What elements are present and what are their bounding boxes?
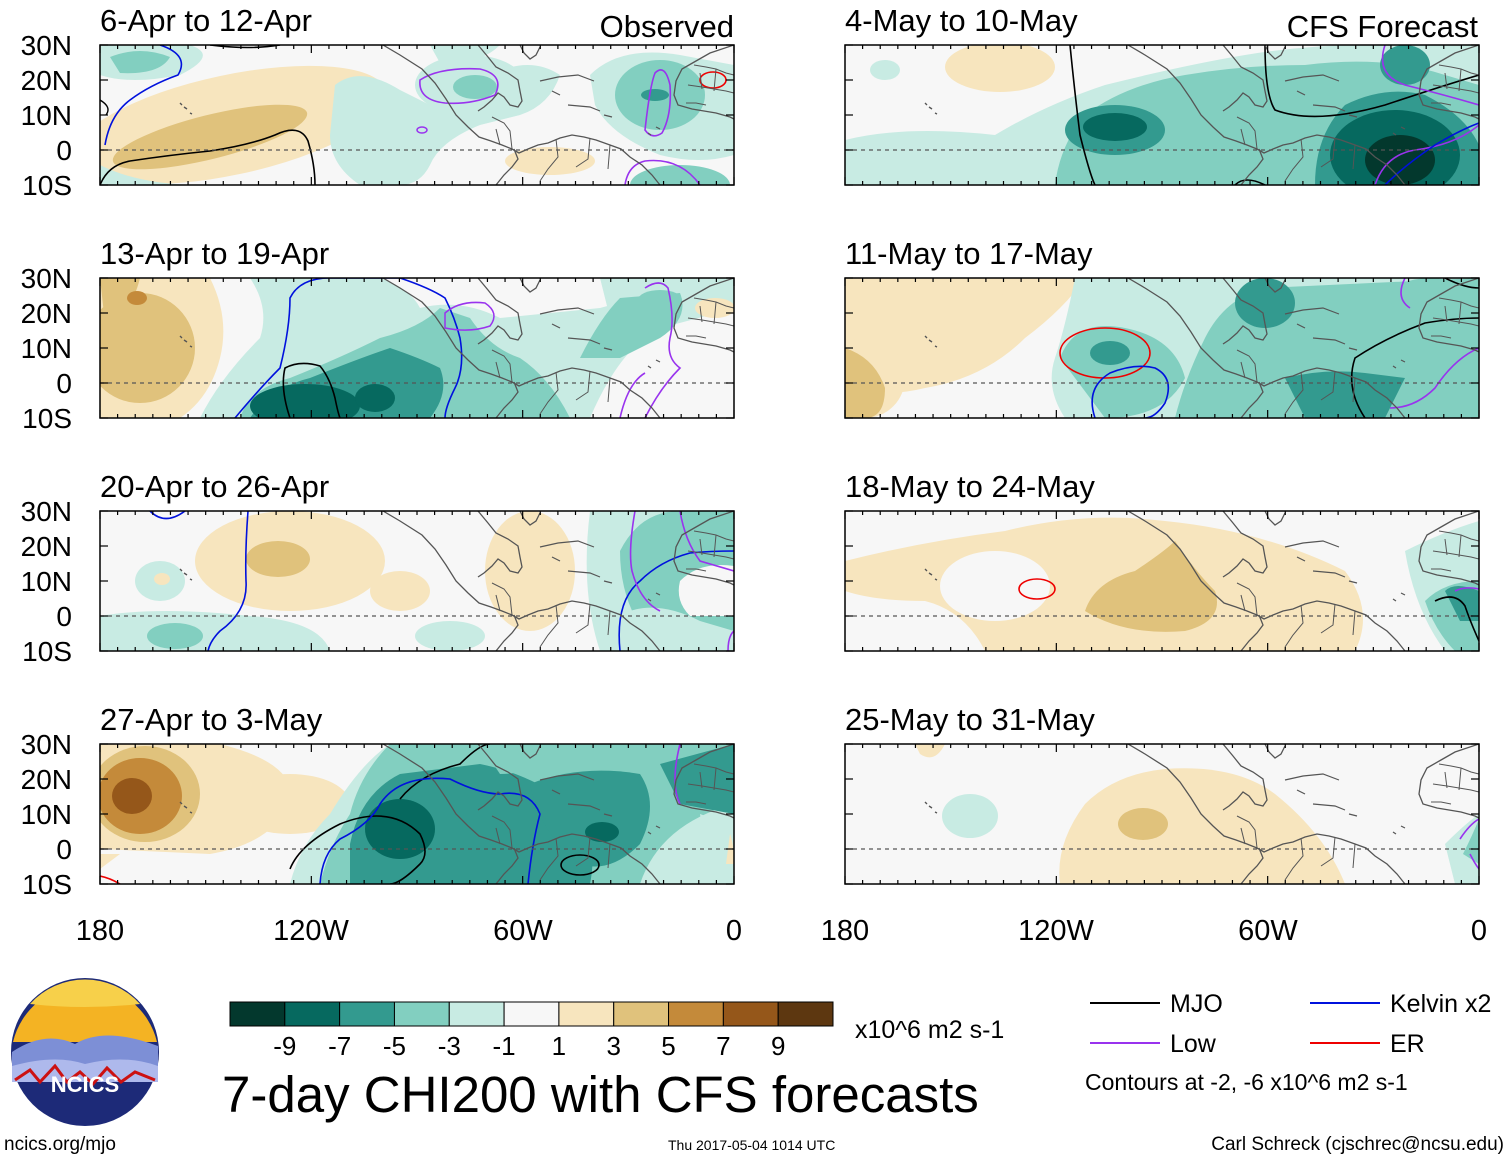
legend-mjo-label: MJO (1170, 990, 1223, 1018)
panel-forecast-1 (844, 44, 1480, 186)
colorbar-label: -9 (273, 1031, 296, 1061)
panel-title-forecast-3: 18-May to 24-May (845, 469, 1095, 504)
colorbar-swatch (558, 1001, 615, 1027)
panel-observed-4 (99, 743, 735, 885)
colorbar-label: -3 (438, 1031, 461, 1061)
lat-label: 30N (21, 496, 72, 527)
colorbar-label: -1 (493, 1031, 516, 1061)
lon-label: 180 (76, 915, 124, 947)
panel-forecast-4 (844, 743, 1480, 885)
colorbar-label: 1 (552, 1031, 566, 1061)
panel-forecast-3 (844, 510, 1480, 652)
colorbar-swatch (229, 1001, 286, 1027)
footer-url[interactable]: ncics.org/mjo (4, 1134, 116, 1155)
lon-label: 120W (1018, 915, 1094, 947)
panel-title-forecast-2: 11-May to 17-May (845, 236, 1093, 271)
forecast-label: CFS Forecast (1287, 9, 1479, 44)
lat-label: 0 (56, 834, 72, 865)
lat-label: 20N (21, 298, 72, 329)
lat-label: 20N (21, 65, 72, 96)
lon-label: 0 (1471, 915, 1487, 947)
colorbar-swatch (613, 1001, 670, 1027)
colorbar-label: -7 (328, 1031, 351, 1061)
lat-label: 0 (56, 135, 72, 166)
colorbar-label: 3 (606, 1031, 620, 1061)
legend-low-label: Low (1170, 1030, 1217, 1058)
lon-label: 0 (726, 915, 742, 947)
colorbar-label: 5 (661, 1031, 675, 1061)
lon-label: 180 (821, 915, 869, 947)
colorbar-units: x10^6 m2 s-1 (855, 1016, 1004, 1044)
lat-label: 10N (21, 333, 72, 364)
colorbar-swatch (722, 1001, 779, 1027)
colorbar-label: 9 (771, 1031, 785, 1061)
figure-title: 7-day CHI200 with CFS forecasts (222, 1066, 979, 1123)
legend-er-label: ER (1390, 1030, 1425, 1058)
panel-title-forecast-4: 25-May to 31-May (845, 702, 1095, 737)
footer-timestamp: Thu 2017-05-04 1014 UTC (668, 1137, 835, 1153)
panel-observed-2 (99, 277, 735, 419)
lat-label: 0 (56, 601, 72, 632)
lon-label: 60W (1238, 915, 1298, 947)
footer-credit: Carl Schreck (cjschrec@ncsu.edu) (1211, 1134, 1504, 1155)
lat-label: 20N (21, 531, 72, 562)
panel-observed-3 (99, 510, 735, 652)
panel-title-observed-4: 27-Apr to 3-May (100, 702, 323, 737)
panel-title-observed-3: 20-Apr to 26-Apr (100, 469, 329, 504)
lat-label: 30N (21, 30, 72, 61)
lat-label: 20N (21, 764, 72, 795)
panel-title-forecast-1: 4-May to 10-May (845, 3, 1078, 38)
colorbar-swatch (284, 1001, 341, 1027)
colorbar-swatch (503, 1001, 560, 1027)
lon-label: 60W (493, 915, 553, 947)
observed-label: Observed (600, 9, 734, 44)
panel-title-observed-1: 6-Apr to 12-Apr (100, 3, 312, 38)
logo-text: NCICS (51, 1072, 119, 1097)
lat-label: 30N (21, 729, 72, 760)
colorbar-swatch (668, 1001, 724, 1027)
lat-label: 10N (21, 799, 72, 830)
panel-title-observed-2: 13-Apr to 19-Apr (100, 236, 329, 271)
lat-label: 10S (22, 403, 72, 434)
panel-observed-1 (99, 44, 735, 186)
lat-label: 0 (56, 368, 72, 399)
lat-label: 10S (22, 636, 72, 667)
map-axes: 30N 20N 10N 0 10S 30N 20N 10N 0 10S 30N 20N 10N 0 10S 3… (21, 30, 1487, 947)
colorbar-label: -5 (383, 1031, 406, 1061)
lat-label: 10N (21, 100, 72, 131)
lat-label: 10N (21, 566, 72, 597)
lat-label: 10S (22, 170, 72, 201)
panel-forecast-2 (844, 277, 1480, 419)
lat-label: 30N (21, 263, 72, 294)
colorbar: -9 -7 -5 -3 -1 1 3 5 7 9 (229, 1001, 834, 1061)
colorbar-swatch (448, 1001, 505, 1027)
ncics-logo: NCICS (11, 978, 159, 1126)
legend-kelvin-label: Kelvin x2 (1390, 990, 1491, 1018)
colorbar-swatch (393, 1001, 450, 1027)
colorbar-label: 7 (716, 1031, 730, 1061)
colorbar-swatch (339, 1001, 395, 1027)
legend-contour-note: Contours at -2, -6 x10^6 m2 s-1 (1085, 1069, 1408, 1095)
colorbar-swatch (777, 1001, 834, 1027)
lon-label: 120W (273, 915, 349, 947)
lat-label: 10S (22, 869, 72, 900)
legend: MJO Kelvin x2 Low ER Contours at -2, -6 … (1085, 990, 1491, 1095)
